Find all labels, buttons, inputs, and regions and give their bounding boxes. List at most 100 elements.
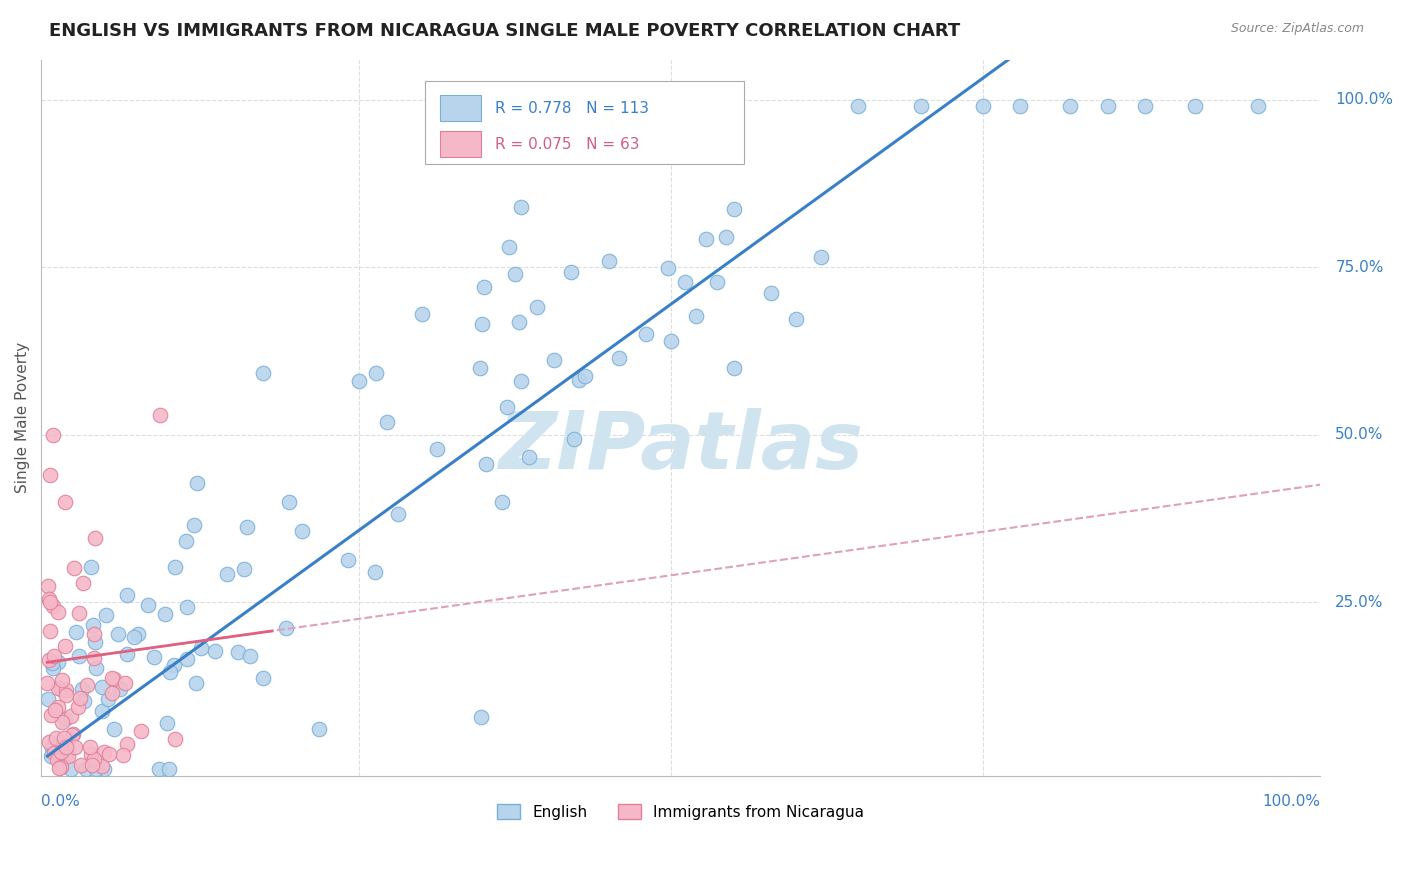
Point bbox=[159, 665, 181, 679]
Point bbox=[83, 651, 105, 665]
Point bbox=[80, 758, 103, 772]
Point bbox=[276, 621, 298, 635]
Point bbox=[176, 600, 198, 615]
Point bbox=[48, 760, 70, 774]
Point bbox=[387, 508, 409, 522]
Point bbox=[46, 605, 69, 619]
Point bbox=[65, 624, 87, 639]
Point bbox=[49, 760, 72, 774]
Point bbox=[759, 286, 782, 301]
Point bbox=[37, 692, 59, 706]
Point bbox=[62, 727, 84, 741]
Point bbox=[1184, 99, 1206, 113]
Point bbox=[38, 595, 60, 609]
Point bbox=[96, 607, 118, 622]
Point bbox=[84, 763, 107, 777]
Point bbox=[38, 653, 60, 667]
Text: 50.0%: 50.0% bbox=[1336, 427, 1384, 442]
Point bbox=[63, 740, 86, 755]
FancyBboxPatch shape bbox=[440, 95, 481, 121]
Point bbox=[785, 312, 807, 326]
Point bbox=[165, 560, 187, 574]
Point bbox=[100, 672, 122, 686]
Point bbox=[239, 649, 262, 664]
Point bbox=[695, 232, 717, 246]
Point bbox=[52, 748, 75, 763]
Point bbox=[375, 415, 398, 429]
FancyBboxPatch shape bbox=[440, 131, 481, 157]
Point bbox=[363, 565, 385, 579]
Point bbox=[472, 280, 495, 294]
Point bbox=[103, 673, 125, 687]
Point bbox=[186, 476, 208, 491]
Point bbox=[55, 739, 77, 754]
Point bbox=[62, 561, 84, 575]
Point bbox=[98, 747, 121, 762]
Point bbox=[503, 267, 526, 281]
Point bbox=[82, 618, 104, 632]
Point bbox=[72, 576, 94, 591]
Point bbox=[66, 700, 89, 714]
Point bbox=[176, 652, 198, 666]
Point bbox=[723, 202, 745, 216]
Point bbox=[39, 749, 62, 764]
Point bbox=[42, 746, 65, 760]
Point bbox=[163, 657, 186, 672]
Point bbox=[42, 599, 65, 614]
Point bbox=[510, 200, 533, 214]
Point bbox=[706, 275, 728, 289]
Point bbox=[67, 649, 90, 664]
Point bbox=[97, 692, 120, 706]
Point bbox=[117, 588, 139, 602]
Point bbox=[657, 261, 679, 276]
Point bbox=[1010, 99, 1032, 113]
Point bbox=[1135, 99, 1157, 113]
Point bbox=[972, 99, 994, 113]
Point bbox=[48, 761, 70, 775]
Point bbox=[55, 683, 77, 698]
Point bbox=[475, 457, 498, 471]
Point bbox=[53, 494, 76, 508]
Point bbox=[689, 109, 711, 123]
Point bbox=[543, 353, 565, 368]
Point bbox=[100, 686, 122, 700]
Text: ZIPatlas: ZIPatlas bbox=[498, 408, 863, 485]
Point bbox=[53, 712, 76, 726]
Point bbox=[163, 732, 186, 747]
Point bbox=[79, 739, 101, 754]
Point bbox=[51, 682, 73, 697]
Point bbox=[37, 579, 59, 593]
Point bbox=[564, 432, 586, 446]
Point bbox=[41, 427, 63, 442]
Point bbox=[526, 300, 548, 314]
Y-axis label: Single Male Poverty: Single Male Poverty bbox=[15, 343, 30, 493]
Point bbox=[470, 318, 492, 332]
Point bbox=[39, 707, 62, 722]
Point bbox=[84, 635, 107, 649]
Point bbox=[148, 763, 170, 777]
Point bbox=[366, 366, 388, 380]
Point bbox=[59, 763, 82, 777]
Point bbox=[215, 567, 238, 582]
Point bbox=[39, 467, 62, 482]
Point bbox=[76, 678, 98, 692]
Point bbox=[90, 704, 112, 718]
Point bbox=[114, 675, 136, 690]
Point bbox=[129, 724, 152, 739]
Point bbox=[60, 728, 83, 742]
Point bbox=[156, 715, 179, 730]
Point bbox=[810, 250, 832, 264]
Point bbox=[308, 722, 330, 736]
Point bbox=[41, 740, 63, 755]
Point bbox=[609, 112, 631, 127]
Point bbox=[38, 624, 60, 638]
Point bbox=[491, 495, 513, 509]
Point bbox=[70, 758, 93, 772]
Point bbox=[58, 748, 80, 763]
Text: R = 0.778   N = 113: R = 0.778 N = 113 bbox=[495, 101, 650, 116]
Point bbox=[1097, 99, 1119, 113]
Point bbox=[75, 763, 97, 777]
Point bbox=[115, 737, 138, 751]
Point bbox=[38, 592, 60, 607]
Point bbox=[252, 366, 274, 380]
